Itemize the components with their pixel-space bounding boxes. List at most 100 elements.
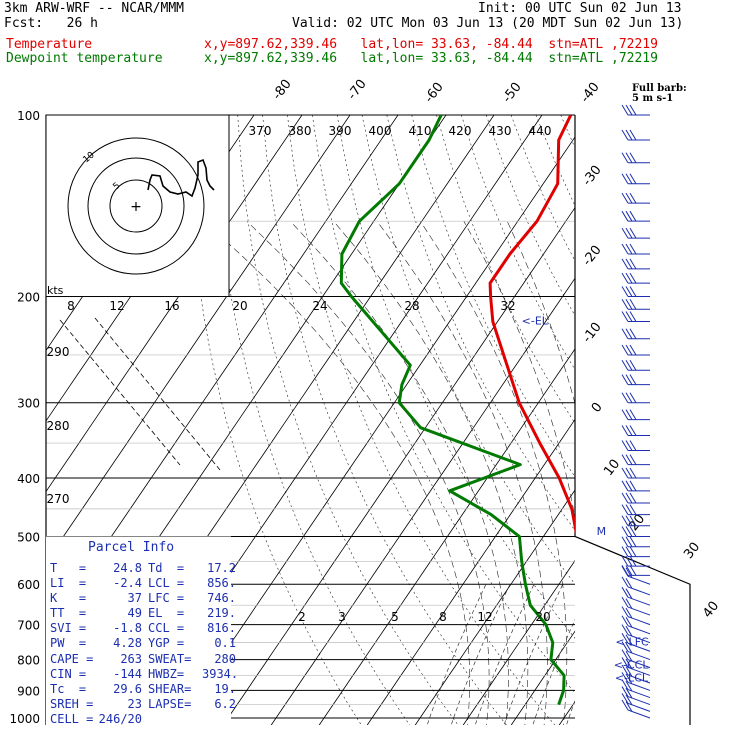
profile-layer — [339, 115, 575, 706]
parcel-info-cell: 49 — [127, 606, 142, 621]
wind-barb-flag — [629, 210, 637, 222]
wind-barb-flag — [621, 359, 629, 371]
wind-barb — [621, 596, 651, 616]
wind-barb — [621, 699, 651, 719]
parcel-info-cell: PW = — [50, 636, 87, 651]
wind-barb-flag — [625, 658, 633, 670]
wind-barb — [621, 344, 650, 356]
wind-barb-flag — [621, 536, 629, 548]
dry-adiabat-line — [635, 115, 740, 728]
theta-label: 400 — [369, 124, 392, 138]
wind-barb — [621, 152, 650, 164]
parcel-info-row: CELL = 246/20 — [50, 712, 236, 727]
wind-barb-flag — [625, 227, 633, 239]
parcel-info-cell: 4.28 — [113, 636, 142, 651]
wind-barb-flag — [625, 359, 633, 371]
parcel-info-cell: 3934. — [202, 666, 239, 681]
parcel-info-cell: -2.4 — [113, 576, 142, 591]
barb-legend-line2: 5 m s-1 — [632, 93, 674, 104]
parcel-info-cell: 37 — [127, 591, 142, 606]
wind-barb-flag — [621, 641, 629, 652]
wind-barb-flag — [629, 467, 637, 479]
isotherm-label: 40 — [700, 599, 722, 621]
parcel-info-cell: CELL = — [50, 711, 94, 726]
parcel-info-cell: K = — [50, 591, 87, 606]
wind-barb-flag — [629, 536, 637, 548]
parcel-info-cell: Td = — [148, 561, 185, 575]
wind-barb-flag — [621, 679, 629, 690]
wind-barb-flag — [625, 617, 633, 628]
wind-barb-flag — [625, 701, 633, 712]
parcel-info-cell: 19. — [214, 681, 236, 696]
wind-barb — [621, 492, 650, 504]
wind-barb-flag — [629, 440, 637, 451]
wind-barb — [621, 657, 651, 676]
dewpoint-profile — [339, 115, 566, 706]
mixing-ratio-label: 20 — [535, 610, 550, 624]
wind-barb-flag — [625, 272, 633, 284]
wind-barb-flag — [629, 311, 637, 322]
isotherm-label: 0 — [589, 400, 606, 416]
wind-barb — [621, 576, 651, 596]
parcel-info-cell: LCL = — [148, 576, 185, 591]
wind-barb-flag — [621, 328, 629, 340]
wind-barb-flag — [625, 680, 633, 692]
model-title: 3km ARW-WRF -- NCAR/MMM — [4, 1, 185, 16]
wind-barb-flag — [625, 588, 633, 599]
dewpoint-location: x,y=897.62,339.46 lat,lon= 33.63, -84.44… — [204, 51, 658, 66]
parcel-info-row: PW = 4.28 YGP = 0.1 — [50, 636, 236, 651]
parcel-info-cell: SVI = — [50, 621, 87, 636]
wind-barb-flag — [625, 311, 633, 322]
wind-barb-flag — [621, 555, 629, 567]
isotherm-line — [651, 115, 740, 731]
wind-barb-flag — [625, 286, 633, 297]
wind-barb — [621, 536, 650, 548]
parcel-info-title: Parcel Info — [88, 540, 175, 555]
wind-barb-flag — [629, 526, 637, 537]
parcel-info-cell: 29.6 — [113, 681, 142, 696]
parcel-info-cell: -1.8 — [113, 621, 142, 636]
wind-barb-flag — [621, 152, 629, 164]
wind-barb — [621, 615, 651, 635]
hodograph-speed-label: 8 — [67, 299, 75, 313]
wind-barb-flag — [629, 272, 637, 284]
wind-barb-flag — [621, 210, 629, 222]
wind-barb — [621, 272, 650, 284]
wind-barb-flag — [621, 526, 629, 537]
wind-barb-flag — [629, 454, 637, 465]
parcel-marker: M — [597, 525, 607, 538]
wind-barb — [621, 624, 651, 644]
wind-barb-flag — [625, 454, 633, 465]
parcel-info-cell: 23 — [127, 696, 142, 711]
wind-barb-flag — [625, 567, 633, 578]
wind-barb — [621, 227, 650, 239]
wind-barb-flag — [625, 598, 633, 609]
hodograph-ring — [109, 179, 163, 233]
parcel-info-cell: 6.2 — [214, 696, 236, 711]
theta-label: 410 — [409, 124, 432, 138]
wind-barb-flag — [625, 440, 633, 451]
theta-label: 390 — [329, 124, 352, 138]
parcel-info-cell: LI = — [50, 576, 87, 591]
init-time: Init: 00 UTC Sun 02 Jun 13 — [478, 1, 682, 16]
wind-barb-flag — [625, 694, 633, 706]
isotherm-label: -60 — [422, 80, 447, 106]
wind-barb-flag — [625, 299, 633, 310]
dry-adiabat-line — [312, 115, 575, 694]
parcel-marker: <-EL — [522, 314, 549, 327]
hodograph-center: + — [130, 199, 142, 215]
dry-adiabat-line — [411, 115, 575, 478]
wind-barb-flag — [625, 173, 633, 184]
isotherm-line — [222, 206, 575, 725]
wind-barb — [621, 425, 650, 436]
wind-barb — [621, 649, 651, 669]
wind-barb — [621, 546, 650, 558]
parcel-info-cell: 24.8 — [113, 561, 142, 575]
theta-label: 440 — [529, 124, 552, 138]
wind-barb — [621, 504, 650, 516]
wind-barb-flag — [629, 344, 637, 356]
wind-barb-flag — [625, 243, 633, 255]
wind-barb-flag — [625, 607, 633, 619]
parcel-info-cell: CAPE = — [50, 651, 94, 666]
wind-barb-flag — [629, 546, 637, 557]
